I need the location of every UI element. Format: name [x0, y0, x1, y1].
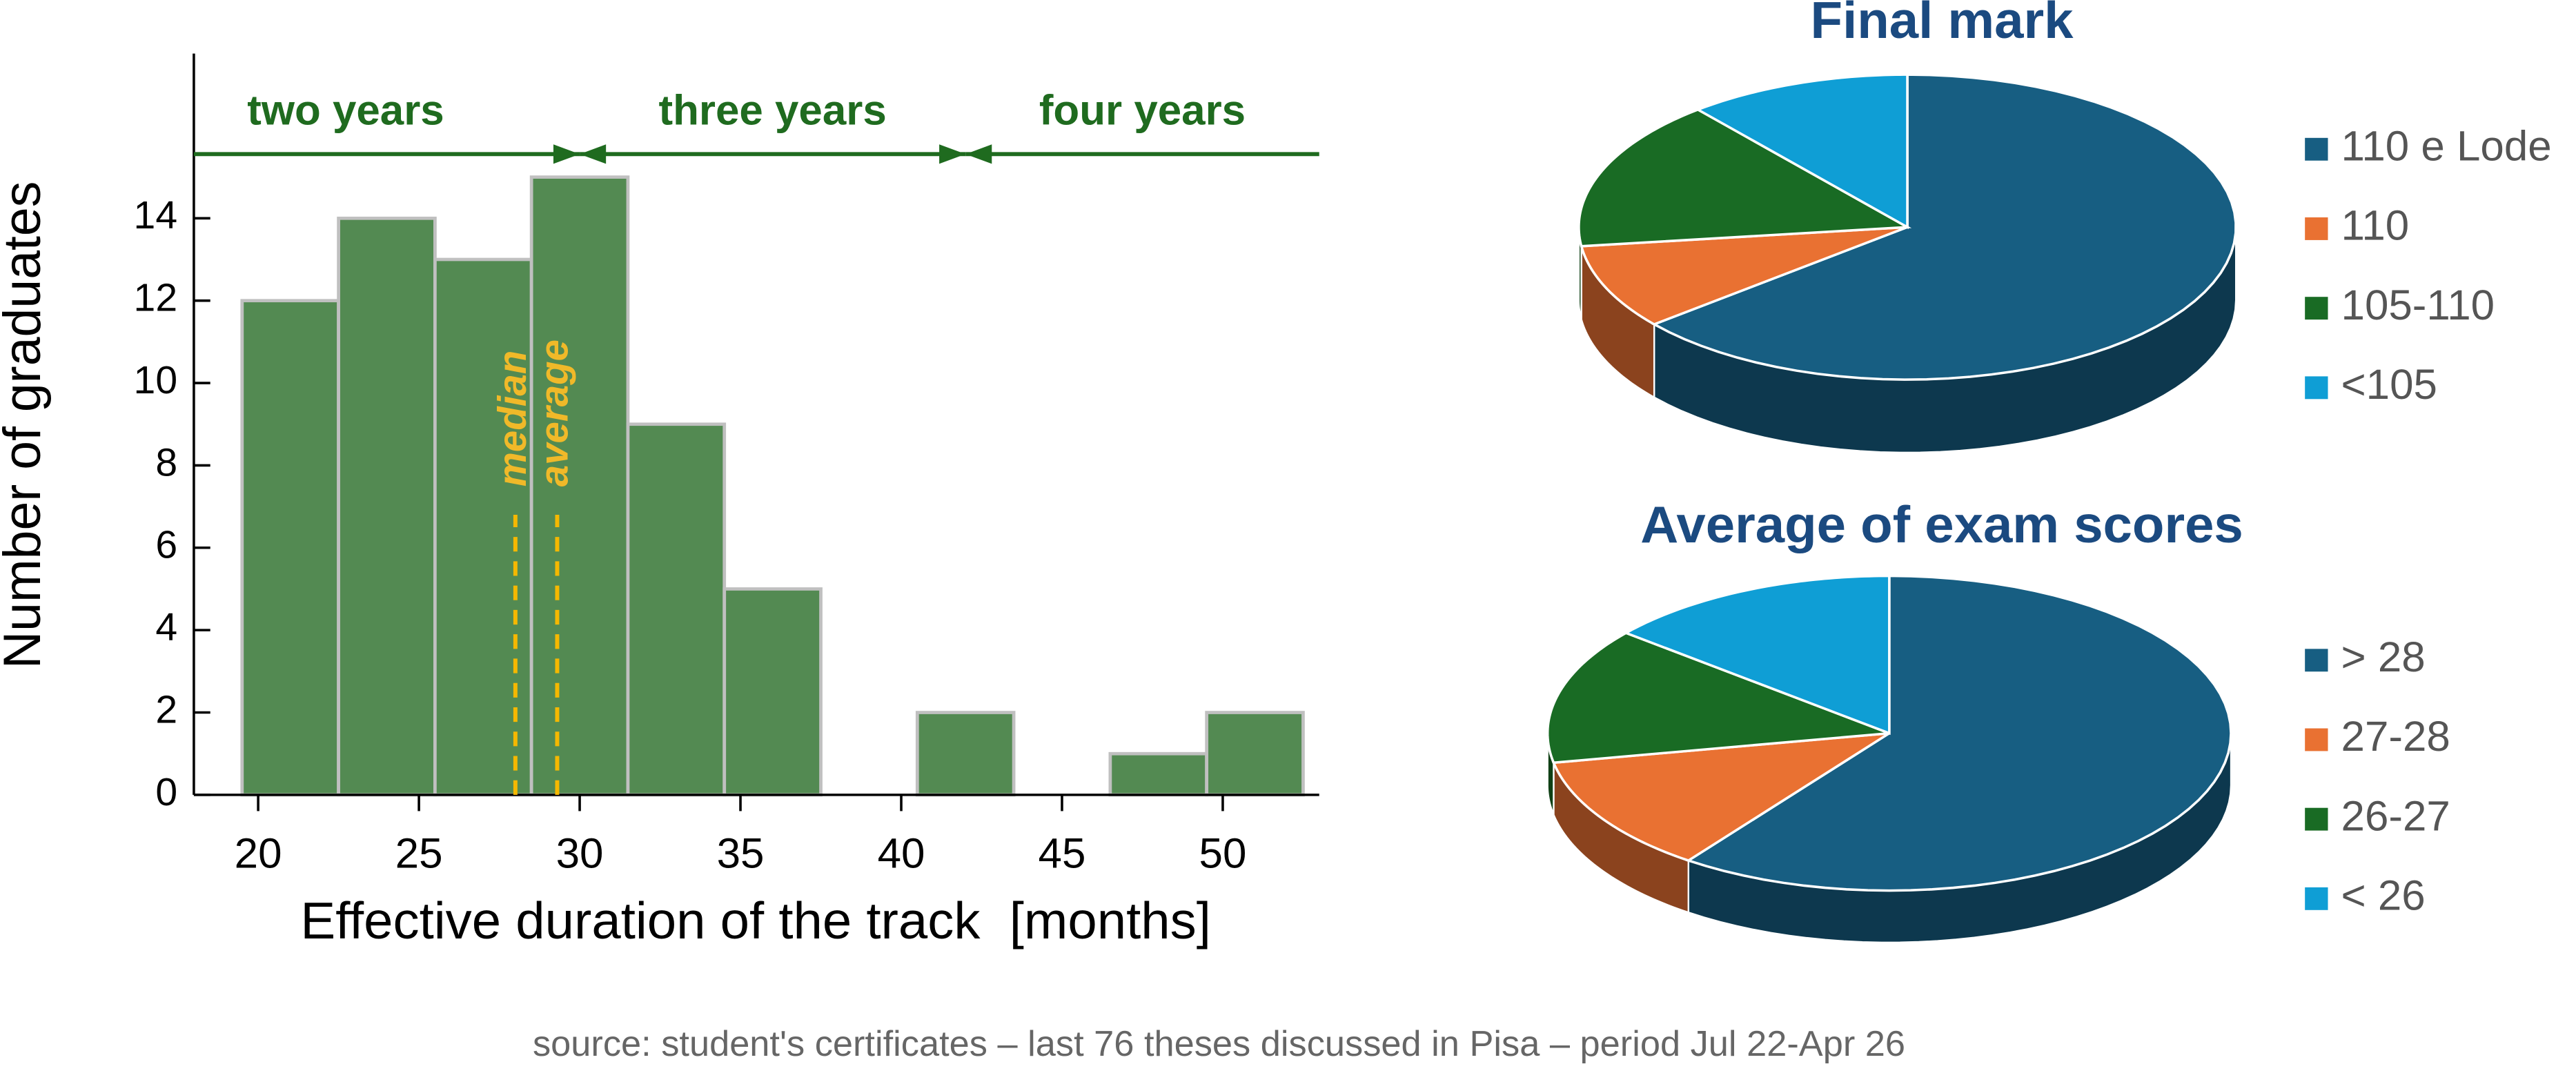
pie-slice [1685, 574, 2232, 892]
pie-slice [1546, 631, 1890, 765]
x-tick-label: 35 [717, 830, 765, 878]
legend-swatch [2305, 217, 2328, 240]
bar [722, 587, 823, 797]
span-label: four years [1039, 87, 1246, 135]
y-tick-label: 0 [155, 771, 177, 814]
bar [529, 175, 630, 797]
y-tick-label: 2 [155, 689, 177, 732]
bar [915, 711, 1016, 797]
legend-label: > 28 [2341, 633, 2426, 681]
pie-slice [1580, 226, 1908, 326]
x-tick-label: 50 [1199, 830, 1247, 878]
y-tick-label: 6 [155, 524, 177, 567]
legend-swatch [2305, 297, 2328, 320]
bar [626, 422, 727, 797]
arrow-head [939, 144, 966, 164]
pie-title: Average of exam scores [1640, 496, 2243, 554]
x-tick-label: 25 [395, 830, 443, 878]
x-tick-label: 20 [235, 830, 282, 878]
legend-swatch [2305, 137, 2328, 161]
x-tick-label: 30 [556, 830, 604, 878]
stat-label: average [533, 340, 576, 486]
legend-swatch [2305, 807, 2328, 831]
y-tick-label: 12 [134, 277, 178, 320]
x-axis-label: Effective duration of the track [months] [300, 892, 1210, 950]
legend-swatch [2305, 728, 2328, 751]
legend-swatch [2305, 649, 2328, 672]
arrow-head [580, 144, 607, 164]
legend-label: < 26 [2341, 872, 2426, 920]
pie-slice [1577, 108, 1912, 248]
y-axis-label: Number of graduates [0, 181, 52, 669]
pie-title: Final mark [1811, 0, 2074, 50]
stat-label: median [491, 351, 535, 486]
x-tick-label: 45 [1039, 830, 1086, 878]
y-tick-label: 8 [155, 442, 177, 485]
legend-swatch [2305, 887, 2328, 910]
y-tick-label: 14 [134, 195, 178, 238]
y-tick-label: 10 [134, 359, 178, 402]
y-tick-label: 4 [155, 606, 177, 649]
pie-slice [1651, 73, 2237, 381]
legend-label: 27-28 [2341, 713, 2450, 760]
pie-slice [1551, 731, 1890, 862]
bar [337, 216, 437, 797]
legend-label: 110 [2341, 202, 2410, 250]
arrow-head [553, 144, 580, 164]
legend-label: <105 [2341, 361, 2437, 409]
bar [1205, 711, 1305, 797]
x-tick-label: 40 [878, 830, 925, 878]
span-label: two years [247, 87, 444, 135]
arrow-head [965, 144, 992, 164]
pie-slice [1695, 73, 1909, 230]
pie-slice [1623, 574, 1891, 736]
legend-label: 110 e Lode [2341, 123, 2552, 170]
legend-swatch [2305, 376, 2328, 400]
span-label: three years [658, 87, 886, 135]
legend-label: 105-110 [2341, 282, 2495, 329]
legend-label: 26-27 [2341, 793, 2450, 840]
source-note: source: student's certificates – last 76… [533, 1024, 1905, 1064]
bar [240, 299, 340, 797]
bar [1108, 751, 1209, 797]
